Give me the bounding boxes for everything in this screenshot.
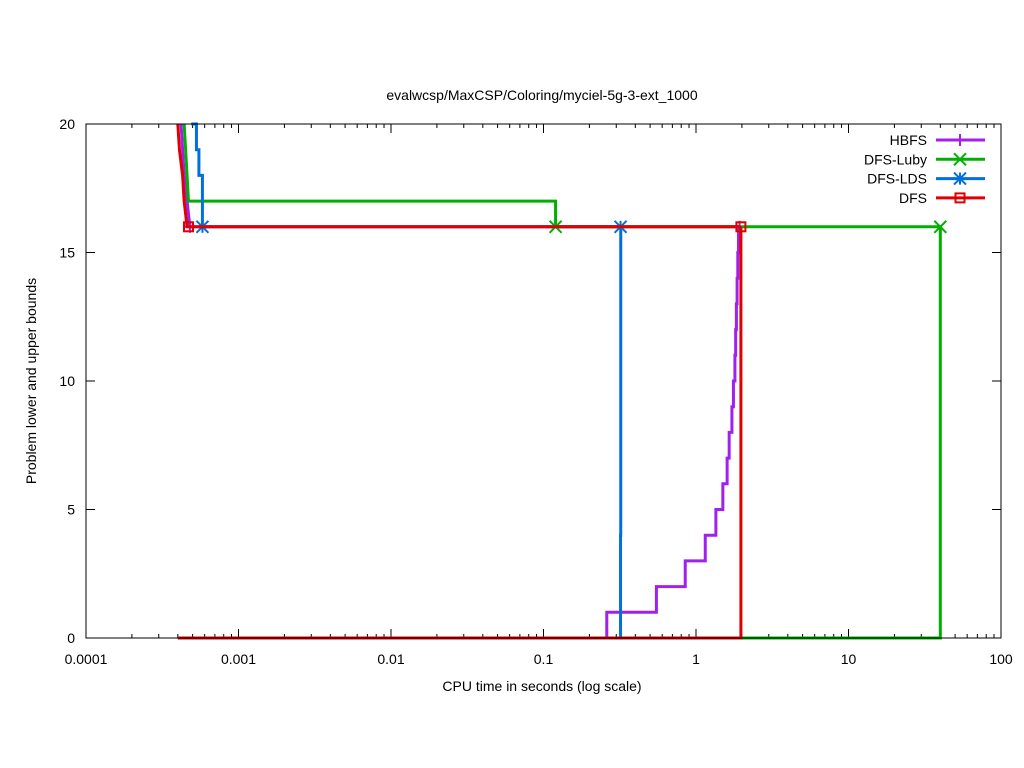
x-tick-label: 100 — [989, 651, 1013, 667]
y-tick-label: 20 — [59, 116, 75, 132]
dfs-lower-bound-line — [177, 226, 743, 640]
y-tick-label: 10 — [59, 373, 75, 389]
legend-marker-dfs — [954, 192, 966, 204]
x-tick-label: 1 — [692, 651, 700, 667]
y-tick-label: 5 — [67, 502, 75, 518]
dfs-point — [735, 221, 747, 233]
legend-marker-dfs-luby — [953, 152, 967, 167]
dfs-point — [182, 221, 194, 233]
x-tick-label: 10 — [841, 651, 857, 667]
legend-marker-hbfs — [954, 134, 966, 146]
x-tick-label: 0.01 — [377, 651, 404, 667]
dfs-luby-point — [933, 220, 948, 234]
series-layer — [176, 122, 948, 640]
legend-label-dfs: DFS — [899, 190, 927, 206]
dfs-luby-upper-bound-line — [182, 123, 941, 229]
dfs-upper-bound-line — [176, 123, 741, 229]
dfs-lds-upper-bound-line — [191, 122, 621, 229]
x-tick-label: 0.0001 — [65, 651, 108, 667]
x-axis-label: CPU time in seconds (log scale) — [442, 678, 641, 694]
hbfs-lower-bound-line — [181, 225, 741, 640]
chart-title: evalwcsp/MaxCSP/Coloring/myciel-5g-3-ext… — [386, 87, 697, 103]
plot-frame — [85, 123, 1002, 639]
dfs-luby-lower-bound-line — [184, 226, 942, 640]
x-tick-label: 0.1 — [534, 651, 554, 667]
legend: HBFS DFS-Luby DFS-LDS DFS — [864, 132, 985, 206]
legend-marker-dfs-lds — [953, 171, 967, 186]
legend-label-hbfs: HBFS — [890, 132, 927, 148]
dfs-lds-lower-bound-line — [191, 225, 623, 640]
series-dfs-luby — [182, 123, 948, 640]
y-axis-label: Problem lower and upper bounds — [23, 278, 39, 484]
x-tick-label: 0.001 — [221, 651, 256, 667]
y-tick-label: 15 — [59, 245, 75, 261]
legend-label-dfs-lds: DFS-LDS — [867, 171, 927, 187]
legend-label-dfs-luby: DFS-Luby — [864, 151, 927, 167]
y-tick-label: 0 — [67, 630, 75, 646]
hbfs-upper-bound-line — [179, 123, 740, 229]
tick-labels: 0.0001 0.001 0.01 0.1 1 10 100 0 5 10 15 20 — [59, 116, 1012, 667]
